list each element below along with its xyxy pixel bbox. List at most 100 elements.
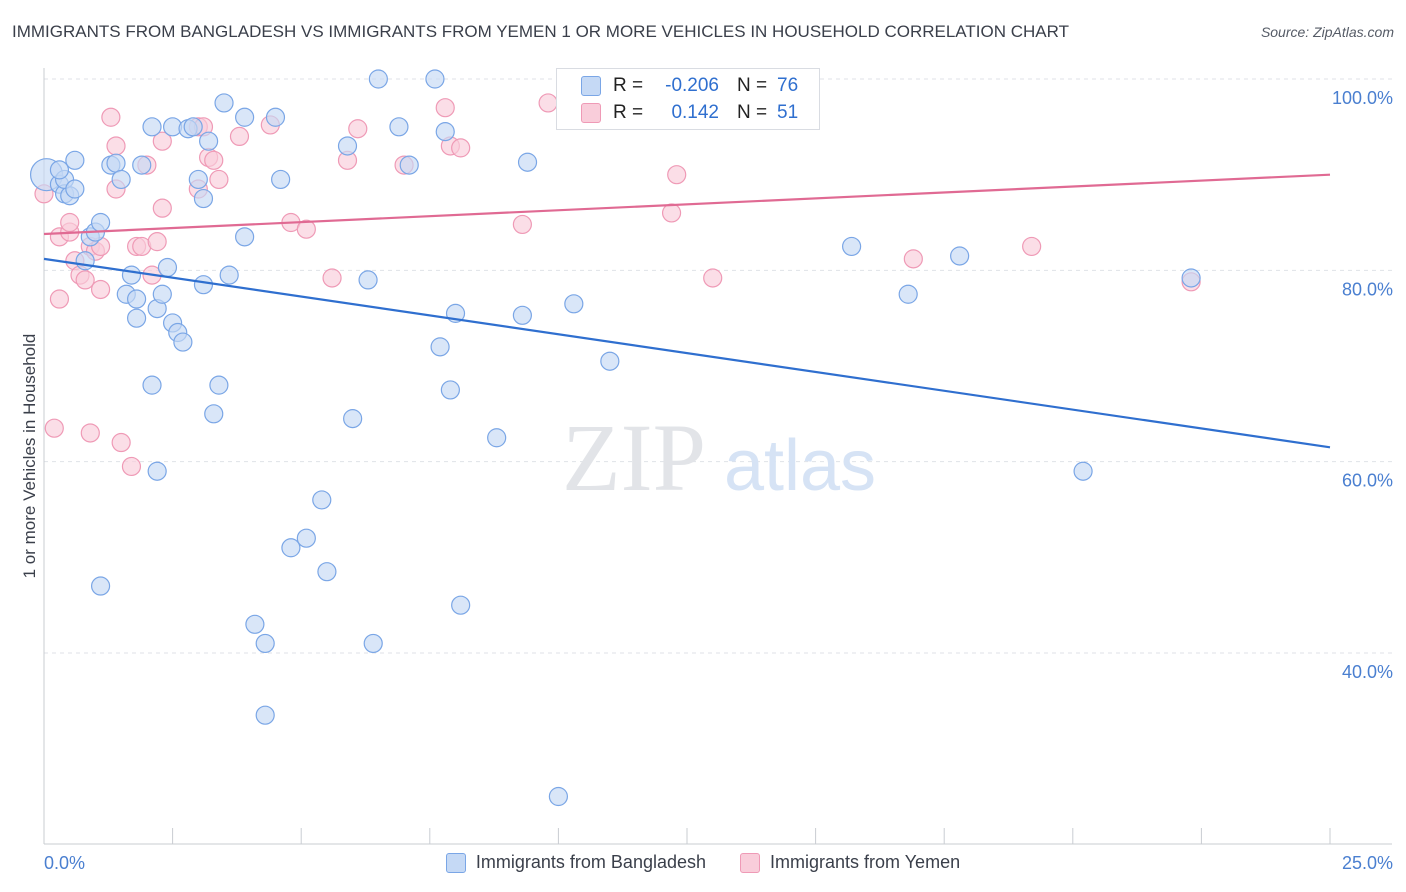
point-yemen: [667, 165, 687, 185]
point-yemen: [80, 423, 100, 443]
point-bangladesh: [106, 153, 126, 173]
point-yemen: [152, 131, 172, 151]
point-bangladesh: [65, 179, 85, 199]
point-bangladesh: [451, 595, 471, 615]
point-yemen: [49, 289, 70, 309]
point-bangladesh: [204, 404, 224, 424]
point-bangladesh: [49, 160, 70, 180]
point-yemen: [538, 93, 558, 113]
point-bangladesh: [90, 212, 111, 233]
n-value: 76: [777, 75, 799, 96]
legend-item-bangladesh[interactable]: Immigrants from Bangladesh: [445, 852, 707, 873]
point-bangladesh: [235, 227, 255, 247]
point-yemen: [1022, 236, 1042, 257]
trend-lines: [43, 173, 1331, 449]
point-bangladesh: [65, 150, 85, 170]
point-bangladesh: [245, 614, 265, 634]
point-bangladesh: [255, 705, 275, 725]
point-yemen: [451, 138, 471, 158]
chart-title: IMMIGRANTS FROM BANGLADESH VS IMMIGRANTS…: [12, 22, 1069, 41]
trend-line-bangladesh: [43, 257, 1331, 449]
stats-swatch-bangladesh: [581, 76, 601, 96]
point-bangladesh: [435, 122, 455, 142]
point-bangladesh: [317, 562, 337, 582]
point-bangladesh: [157, 257, 178, 278]
y-tick-label: 40.0%: [1342, 662, 1393, 682]
point-bangladesh: [147, 461, 167, 481]
x-tick-label: 0.0%: [44, 853, 85, 873]
y-axis-label: 1 or more Vehicles in Household: [20, 333, 39, 579]
point-yemen: [101, 107, 121, 127]
point-bangladesh: [209, 375, 229, 395]
point-bangladesh: [430, 337, 450, 357]
point-bangladesh: [296, 528, 316, 548]
stats-row-yemen: R = 0.142 N = 51: [581, 102, 798, 124]
point-yemen: [111, 432, 131, 453]
point-yemen: [152, 198, 172, 218]
point-bangladesh: [337, 136, 358, 156]
point-bangladesh: [75, 251, 95, 271]
point-bangladesh: [235, 107, 255, 127]
point-bangladesh: [548, 786, 569, 807]
point-bangladesh: [126, 308, 147, 328]
point-yemen: [703, 268, 723, 288]
y-tick-label: 100.0%: [1332, 88, 1393, 108]
point-yemen: [209, 169, 229, 190]
point-bangladesh: [152, 284, 172, 304]
point-bangladesh: [132, 155, 152, 175]
point-bangladesh: [600, 351, 620, 371]
n-value: 51: [777, 102, 799, 123]
point-bangladesh: [188, 169, 208, 190]
r-label: R =: [613, 75, 644, 96]
point-bangladesh: [487, 428, 507, 448]
point-bangladesh: [126, 289, 147, 309]
y-tick-label: 60.0%: [1342, 471, 1393, 491]
watermark-zip: ZIP: [562, 404, 706, 511]
point-bangladesh: [142, 375, 162, 395]
point-yemen: [121, 456, 142, 477]
point-bangladesh: [950, 246, 970, 266]
point-yemen: [435, 98, 455, 118]
correlation-stats-box: R = -0.206 N = 76 R = 0.142 N = 51: [556, 68, 820, 130]
watermark-atlas: atlas: [724, 426, 876, 506]
gridlines: [44, 78, 1392, 654]
point-bangladesh: [265, 107, 286, 127]
point-bangladesh: [183, 117, 203, 137]
point-bangladesh: [199, 131, 219, 151]
legend: Immigrants from Bangladesh Immigrants fr…: [0, 852, 1406, 873]
point-yemen: [75, 270, 95, 290]
point-yemen: [147, 232, 167, 252]
point-yemen: [90, 279, 111, 300]
point-bangladesh: [425, 69, 445, 89]
point-yemen: [106, 136, 126, 156]
point-bangladesh: [173, 332, 193, 352]
point-bangladesh: [219, 265, 239, 285]
legend-swatch-bangladesh: [445, 852, 466, 873]
point-yemen: [512, 214, 532, 235]
axes: [43, 68, 1392, 845]
point-yemen: [60, 212, 80, 233]
legend-item-yemen[interactable]: Immigrants from Yemen: [740, 852, 960, 873]
tick-labels: 100.0% 80.0% 60.0% 40.0% 0.0% 25.0%: [44, 88, 1393, 873]
trend-line-yemen: [43, 173, 1331, 236]
point-bangladesh: [1073, 461, 1093, 481]
r-value: 0.142: [671, 102, 719, 123]
point-bangladesh: [389, 117, 409, 137]
stats-swatch-yemen: [581, 103, 601, 123]
point-bangladesh: [399, 155, 419, 175]
y-tick-label: 80.0%: [1342, 279, 1393, 299]
point-yemen: [296, 219, 316, 239]
legend-label-bangladesh: Immigrants from Bangladesh: [475, 852, 707, 872]
point-yemen: [903, 249, 923, 269]
point-bangladesh: [312, 490, 332, 510]
point-bangladesh: [1181, 268, 1201, 288]
point-bangladesh: [368, 69, 388, 89]
point-bangladesh: [343, 409, 363, 429]
point-bangladesh: [517, 152, 538, 172]
point-bangladesh: [271, 169, 291, 190]
stats-row-bangladesh: R = -0.206 N = 76: [581, 75, 798, 97]
n-label: N =: [737, 75, 768, 96]
point-bangladesh: [111, 169, 131, 190]
point-bangladesh: [214, 93, 234, 113]
